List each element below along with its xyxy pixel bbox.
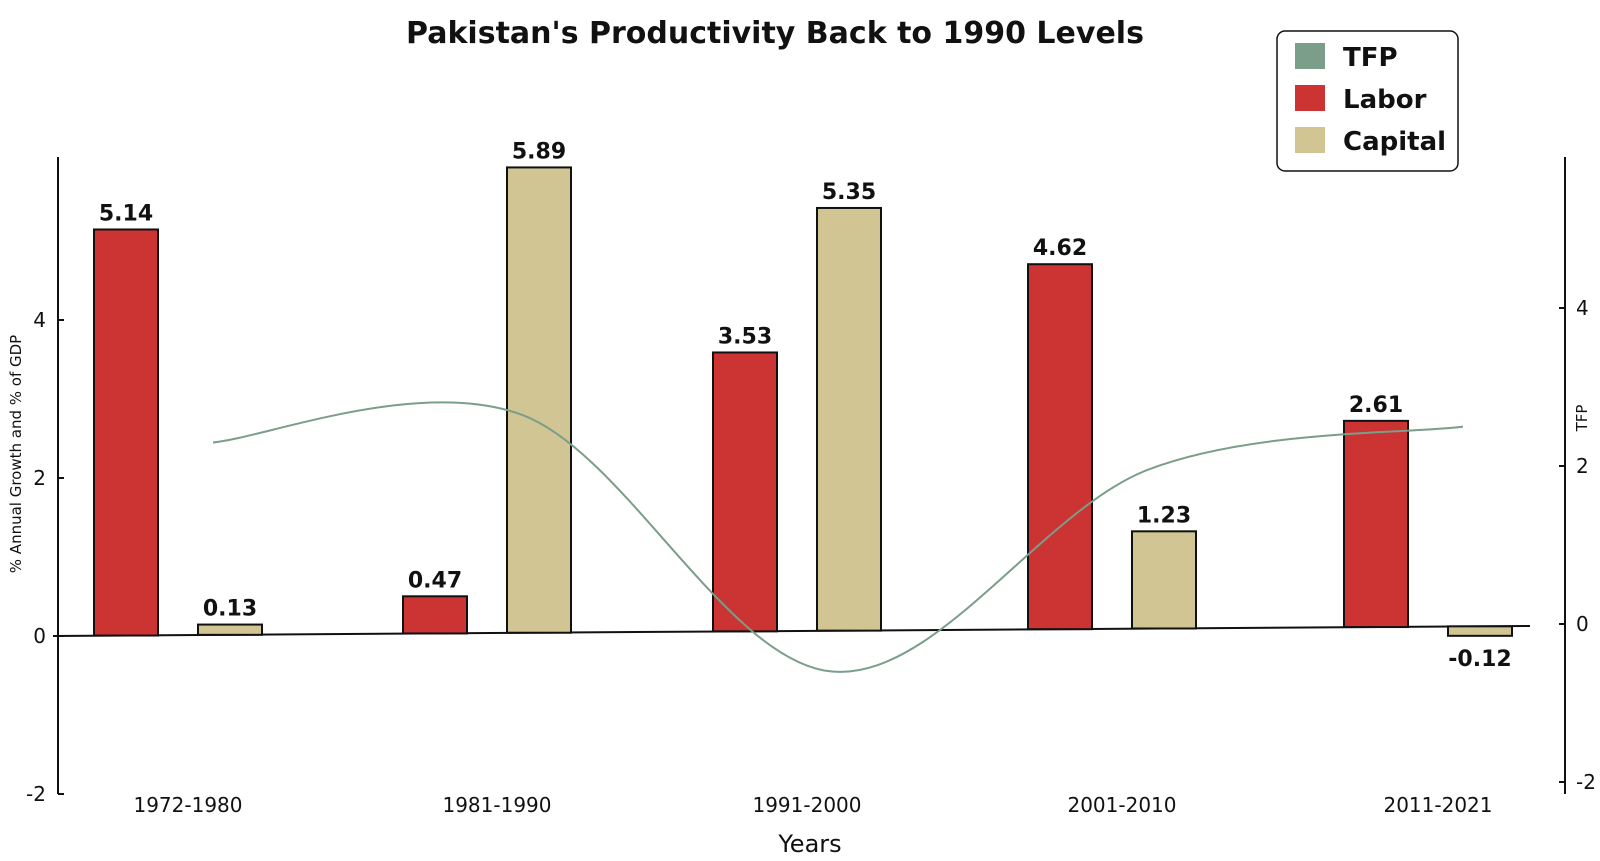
bar-capital xyxy=(506,166,572,634)
x-axis-title: Years xyxy=(777,830,841,858)
bar-capital xyxy=(1447,625,1513,637)
legend-swatch-labor xyxy=(1295,85,1325,111)
y2-tick-label: 0 xyxy=(1576,612,1589,636)
y2-tick-label: -2 xyxy=(1576,770,1596,794)
bar-capital xyxy=(197,623,263,636)
zero-baseline xyxy=(52,625,1531,637)
x-tick-label: 2011-2021 xyxy=(1383,793,1492,817)
legend-label-labor: Labor xyxy=(1343,85,1427,115)
data-label-capital: 1.23 xyxy=(1137,503,1191,528)
y-axis-title: % Annual Growth and % of GDP xyxy=(7,335,25,573)
data-label-labor: 5.14 xyxy=(99,201,153,226)
bar-labor xyxy=(402,595,468,635)
y-tick-label: 4 xyxy=(33,308,46,332)
y2-axis-title: TFP xyxy=(1573,405,1591,433)
x-tick-label: 2001-2010 xyxy=(1067,793,1176,817)
bar-labor xyxy=(1343,419,1409,629)
tfp-line xyxy=(212,401,1464,673)
bar-labor xyxy=(93,228,159,637)
legend-swatch-tfp xyxy=(1295,43,1325,69)
data-label-labor: 0.47 xyxy=(408,568,462,593)
x-tick-label: 1991-2000 xyxy=(752,793,861,817)
y-tick-label: 0 xyxy=(33,624,46,648)
legend-label-tfp: TFP xyxy=(1343,43,1398,73)
bars xyxy=(93,166,1513,637)
axes: -2 0 2 4 -2 0 2 4 xyxy=(26,157,1596,806)
x-tick-label: 1981-1990 xyxy=(442,793,551,817)
bar-capital xyxy=(1131,530,1197,630)
y2-tick-label: 4 xyxy=(1576,296,1589,320)
bar-capital xyxy=(816,206,882,632)
legend: TFP Labor Capital xyxy=(1276,30,1459,172)
x-tick-label: 1972-1980 xyxy=(133,793,242,817)
bar-labor xyxy=(1027,263,1093,631)
labels: 1972-1980 1981-1990 1991-2000 2001-2010 2011… xyxy=(99,139,1512,817)
y-tick-label: 2 xyxy=(33,466,46,490)
tfp-line-group xyxy=(212,401,1464,673)
chart-title: Pakistan's Productivity Back to 1990 Lev… xyxy=(406,16,1144,51)
data-label-labor: 2.61 xyxy=(1349,393,1403,418)
data-label-labor: 3.53 xyxy=(718,324,772,349)
legend-swatch-capital xyxy=(1295,127,1325,153)
data-label-labor: 4.62 xyxy=(1033,236,1087,261)
data-label-capital: 5.89 xyxy=(512,139,566,164)
legend-label-capital: Capital xyxy=(1343,127,1446,157)
y2-tick-label: 2 xyxy=(1576,454,1589,478)
bar-labor xyxy=(712,351,778,633)
y-tick-label: -2 xyxy=(26,782,46,806)
data-label-capital: -0.12 xyxy=(1448,647,1511,672)
data-label-capital: 5.35 xyxy=(822,180,876,205)
data-label-capital: 0.13 xyxy=(203,597,257,622)
